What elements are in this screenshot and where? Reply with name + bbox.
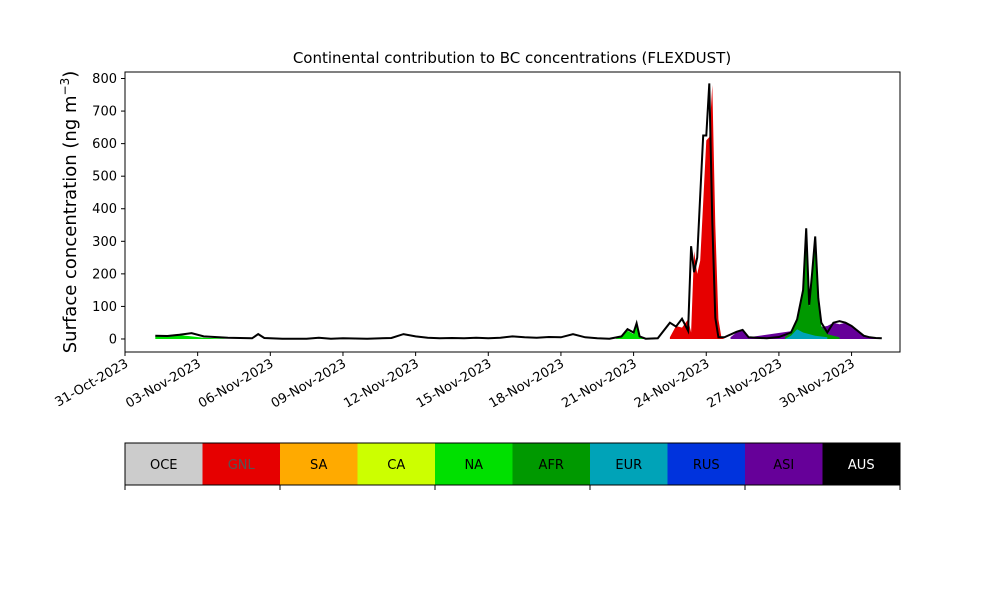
legend-label-gnl: GNL [228, 458, 256, 473]
y-tick-label: 700 [92, 105, 117, 120]
y-tick-label: 100 [92, 300, 117, 315]
x-tick-label: 31-Oct-2023 [53, 356, 131, 410]
legend-label-ca: CA [387, 458, 405, 473]
series-area-afr [785, 229, 840, 339]
legend-label-eur: EUR [615, 458, 642, 473]
x-tick-label: 18-Nov-2023 [487, 356, 567, 411]
y-tick-label: 300 [92, 235, 117, 250]
y-axis: 0 100 200 300 400 500 600 700 800 [92, 72, 125, 347]
y-tick-label: 600 [92, 137, 117, 152]
x-tick-label: 12-Nov-2023 [341, 356, 421, 411]
y-tick-label: 400 [92, 202, 117, 217]
legend-label-asi: ASI [773, 458, 794, 473]
legend-label-oce: OCE [150, 458, 178, 473]
series-area-gnl [669, 85, 725, 339]
legend-swatch-na [435, 443, 513, 485]
y-axis-label-close: ) [60, 71, 81, 78]
series-line-aus [155, 83, 882, 340]
legend-label-aus: AUS [848, 458, 875, 473]
x-tick-label: 09-Nov-2023 [269, 356, 349, 411]
x-tick-label: 21-Nov-2023 [559, 356, 639, 411]
y-tick-label: 500 [92, 170, 117, 185]
x-tick-label: 15-Nov-2023 [414, 356, 494, 411]
legend-swatch-ca [357, 443, 435, 485]
plot-frame [124, 71, 901, 353]
legend-swatch-rus [667, 443, 745, 485]
legend-swatch-gnl [202, 443, 280, 485]
series-layer [155, 83, 882, 340]
y-tick-label: 0 [109, 332, 117, 347]
legend-label-na: NA [464, 458, 483, 473]
legend-label-afr: AFR [539, 458, 564, 473]
series-area-eur [785, 329, 828, 339]
legend-swatch-asi [745, 443, 823, 485]
x-tick-label: 24-Nov-2023 [632, 356, 712, 411]
y-axis-label-text: Surface concentration (ng m [60, 95, 81, 353]
legend-frame [124, 442, 901, 486]
legend-swatch-sa [280, 443, 358, 485]
x-tick-label: 03-Nov-2023 [123, 356, 203, 411]
legend-swatch-oce [125, 443, 203, 485]
y-tick-label: 800 [92, 72, 117, 87]
legend-swatch-eur [590, 443, 668, 485]
legend-swatch-aus [822, 443, 900, 485]
x-tick-label: 06-Nov-2023 [196, 356, 276, 411]
x-tick-label: 30-Nov-2023 [777, 356, 857, 411]
x-axis: 31-Oct-202303-Nov-202306-Nov-202309-Nov-… [53, 352, 858, 411]
y-axis-label-unit-superscript: −3 [58, 78, 72, 96]
chart-title: Continental contribution to BC concentra… [293, 49, 731, 67]
y-axis-label: Surface concentration (ng m−3) [58, 71, 81, 354]
y-tick-label: 200 [92, 267, 117, 282]
x-tick-label: 27-Nov-2023 [705, 356, 785, 411]
legend-label-sa: SA [310, 458, 327, 473]
legend-swatch-afr [512, 443, 590, 485]
legend-label-rus: RUS [693, 458, 720, 473]
legend: OCE GNL SA CA NA AFR EUR RUS ASI AUS [124, 442, 901, 490]
